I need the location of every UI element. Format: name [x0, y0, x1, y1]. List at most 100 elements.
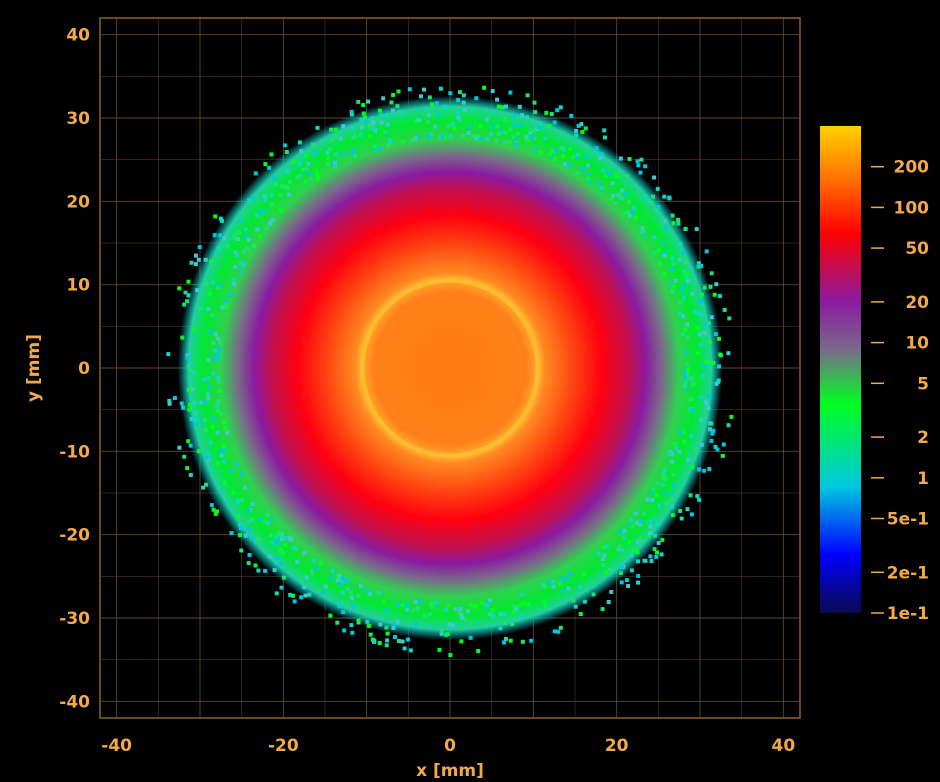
speckle-pixel [618, 195, 623, 200]
speckle-pixel [383, 129, 388, 134]
speckle-pixel [576, 123, 581, 128]
speckle-pixel [267, 165, 272, 170]
speckle-pixel [560, 576, 565, 581]
speckle-pixel [212, 233, 217, 238]
speckle-pixel [243, 485, 248, 490]
speckle-pixel [485, 117, 489, 122]
speckle-pixel [370, 126, 375, 131]
speckle-pixel [460, 134, 465, 139]
speckle-pixel [285, 169, 290, 174]
speckle-pixel [497, 131, 502, 136]
speckle-pixel [263, 568, 268, 573]
speckle-pixel [712, 292, 717, 297]
beam-intensity-disc [177, 95, 723, 641]
speckle-pixel [450, 623, 455, 628]
speckle-pixel [287, 192, 292, 197]
colorbar [820, 126, 861, 613]
speckle-pixel [189, 417, 194, 421]
speckle-pixel [350, 125, 355, 130]
speckle-pixel [619, 548, 624, 553]
speckle-pixel [308, 176, 313, 181]
speckle-pixel [270, 540, 275, 545]
speckle-pixel [340, 591, 345, 595]
speckle-pixel [660, 482, 665, 487]
speckle-pixel [552, 120, 557, 125]
colorbar-tick-label: 1e-1 [887, 604, 929, 624]
speckle-pixel [586, 176, 591, 181]
speckle-pixel [648, 519, 653, 524]
speckle-pixel [406, 637, 411, 642]
speckle-pixel [304, 166, 309, 171]
speckle-pixel [451, 121, 455, 126]
speckle-pixel [684, 387, 689, 392]
speckle-pixel [439, 631, 444, 636]
speckle-pixel [656, 541, 661, 545]
speckle-pixel [381, 96, 386, 101]
speckle-pixel [267, 554, 272, 559]
speckle-pixel [199, 420, 204, 425]
x-tick-label: 40 [771, 736, 795, 756]
speckle-pixel [684, 380, 688, 385]
speckle-pixel [405, 607, 410, 612]
speckle-pixel [490, 89, 495, 94]
speckle-pixel [183, 290, 188, 295]
speckle-pixel [568, 572, 573, 577]
speckle-pixel [349, 112, 354, 117]
speckle-pixel [702, 285, 707, 290]
speckle-pixel [287, 536, 292, 541]
speckle-pixel [697, 497, 702, 502]
speckle-pixel [676, 217, 681, 222]
speckle-pixel [377, 108, 382, 113]
speckle-pixel [240, 471, 244, 476]
speckle-pixel [708, 421, 713, 426]
speckle-pixel [319, 561, 323, 566]
speckle-pixel [709, 271, 714, 276]
speckle-pixel [520, 639, 525, 644]
speckle-pixel [682, 270, 687, 274]
speckle-pixel [359, 125, 364, 130]
speckle-pixel [205, 376, 210, 381]
speckle-pixel [599, 188, 603, 193]
speckle-pixel [603, 135, 607, 140]
speckle-pixel [243, 533, 248, 538]
speckle-pixel [239, 526, 243, 530]
speckle-pixel [645, 497, 650, 502]
speckle-pixel [213, 511, 218, 516]
speckle-pixel [697, 263, 702, 268]
speckle-pixel [254, 213, 259, 218]
speckle-pixel [508, 127, 513, 132]
speckle-pixel [649, 200, 654, 205]
speckle-pixel [532, 147, 537, 152]
speckle-pixel [678, 430, 683, 435]
speckle-pixel [333, 164, 338, 169]
speckle-pixel [182, 302, 187, 307]
speckle-pixel [323, 584, 328, 589]
speckle-pixel [643, 164, 648, 169]
speckle-pixel [631, 548, 636, 553]
speckle-pixel [225, 305, 230, 310]
speckle-pixel [699, 264, 704, 268]
speckle-pixel [417, 118, 421, 123]
speckle-pixel [189, 260, 194, 265]
speckle-pixel [303, 593, 308, 598]
speckle-pixel [219, 453, 224, 458]
speckle-pixel [447, 622, 452, 626]
speckle-pixel [502, 640, 506, 645]
speckle-pixel [688, 493, 693, 498]
speckle-pixel [619, 580, 624, 585]
speckle-pixel [247, 553, 252, 557]
speckle-pixel [546, 580, 551, 585]
speckle-pixel [722, 307, 727, 312]
speckle-pixel [274, 560, 279, 565]
speckle-pixel [238, 219, 243, 224]
speckle-pixel [646, 199, 651, 203]
speckle-pixel [361, 111, 366, 116]
speckle-pixel [363, 115, 367, 120]
speckle-pixel [210, 313, 215, 318]
speckle-pixel [508, 638, 513, 643]
speckle-pixel [679, 516, 684, 521]
speckle-pixel [329, 138, 334, 143]
speckle-pixel [439, 629, 444, 633]
speckle-pixel [512, 604, 517, 609]
speckle-pixel [236, 237, 240, 241]
